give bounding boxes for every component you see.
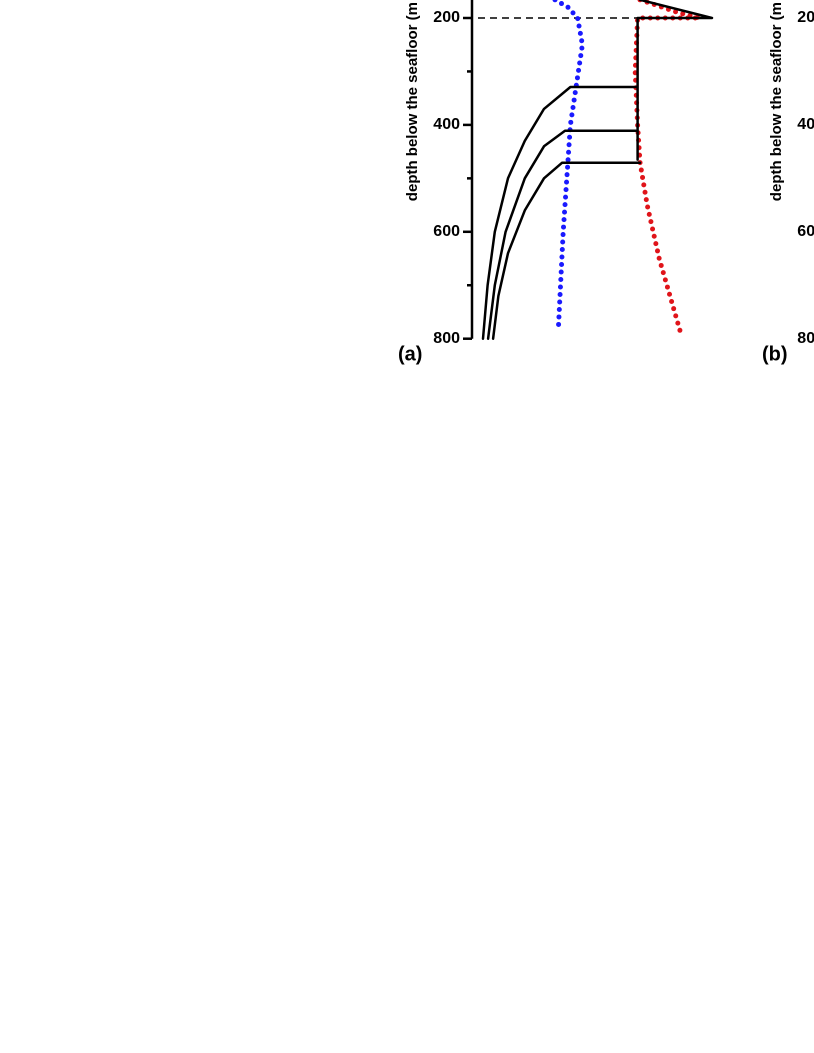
y-tick-label: 200 bbox=[797, 9, 814, 26]
line bbox=[491, 161, 642, 340]
line bbox=[481, 85, 638, 340]
y-tick-label: 200 bbox=[433, 9, 460, 26]
y-tick-label: 400 bbox=[797, 116, 814, 133]
panel-label: (a) bbox=[398, 343, 422, 365]
y-tick-label: 600 bbox=[433, 223, 460, 240]
y-tick-label: 800 bbox=[433, 330, 460, 347]
y-axis-label: depth below the seafloor (m bbox=[404, 2, 421, 201]
line bbox=[486, 129, 638, 340]
y-tick-label: 800 bbox=[797, 330, 814, 347]
y-axis-label: depth below the seafloor (m bbox=[768, 2, 785, 201]
panel-label: (b) bbox=[762, 343, 788, 365]
dotted-line bbox=[632, 0, 703, 336]
dotted-line bbox=[552, 0, 585, 331]
y-tick-label: 400 bbox=[433, 116, 460, 133]
y-tick-label: 600 bbox=[797, 223, 814, 240]
line bbox=[636, 0, 714, 161]
